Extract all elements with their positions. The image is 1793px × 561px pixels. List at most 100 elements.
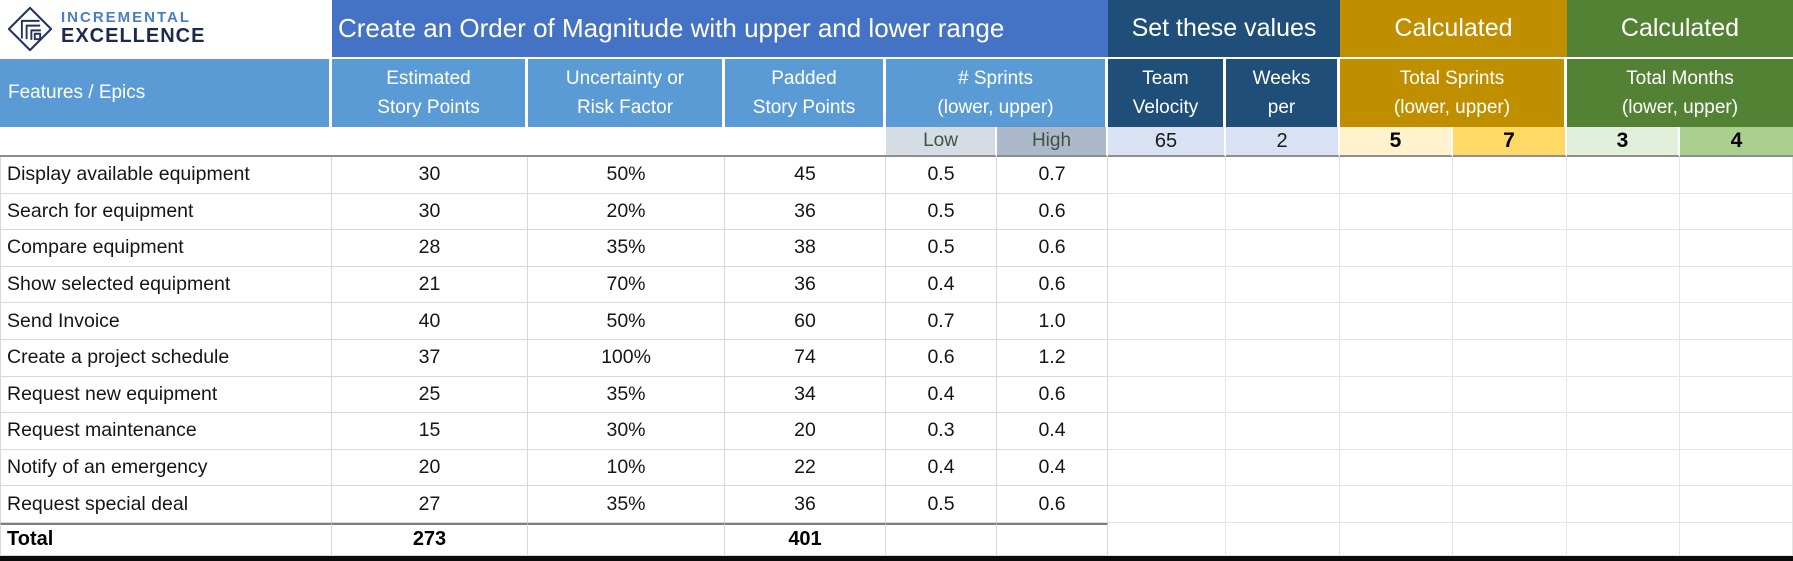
- empty-cell[interactable]: [1108, 339, 1226, 377]
- empty-cell[interactable]: [1340, 157, 1453, 194]
- empty-cell[interactable]: [1226, 486, 1340, 523]
- estimated-cell[interactable]: 40: [332, 303, 528, 340]
- sprints-low-cell[interactable]: 0.6: [886, 339, 997, 377]
- feature-cell[interactable]: Request special deal: [0, 486, 332, 523]
- sprints-high-cell[interactable]: 0.6: [997, 376, 1108, 414]
- feature-cell[interactable]: Create a project schedule: [0, 339, 332, 377]
- total-estimated-cell[interactable]: 273: [332, 522, 528, 556]
- sprints-high-cell[interactable]: 0.7: [997, 157, 1108, 194]
- empty-cell[interactable]: [1108, 486, 1226, 523]
- sprints-low-cell[interactable]: 0.5: [886, 486, 997, 523]
- total-padded-cell[interactable]: 401: [725, 522, 886, 556]
- empty-cell[interactable]: [1453, 376, 1567, 414]
- empty-cell[interactable]: [1680, 522, 1793, 556]
- empty-cell[interactable]: [1567, 522, 1680, 556]
- high-label-cell[interactable]: High: [997, 127, 1108, 157]
- empty-cell[interactable]: [1340, 339, 1453, 377]
- total-months-upper-cell[interactable]: 4: [1680, 127, 1793, 157]
- padded-cell[interactable]: 60: [725, 303, 886, 340]
- empty-cell[interactable]: [1567, 486, 1680, 523]
- total-sprints-lower-cell[interactable]: 5: [1340, 127, 1453, 157]
- estimated-cell[interactable]: 28: [332, 230, 528, 267]
- empty-cell[interactable]: [1340, 376, 1453, 414]
- sprints-low-cell[interactable]: 0.4: [886, 376, 997, 414]
- empty-cell[interactable]: [1453, 157, 1567, 194]
- uncertainty-cell[interactable]: 20%: [528, 193, 725, 231]
- sprints-low-cell[interactable]: 0.3: [886, 413, 997, 450]
- empty-cell[interactable]: [1680, 413, 1793, 450]
- estimated-cell[interactable]: 20: [332, 449, 528, 487]
- uncertainty-cell[interactable]: 35%: [528, 230, 725, 267]
- empty-cell[interactable]: [1453, 193, 1567, 231]
- sprints-low-cell[interactable]: 0.7: [886, 303, 997, 340]
- sprints-high-cell[interactable]: 0.6: [997, 193, 1108, 231]
- total-months-lower-cell[interactable]: 3: [1567, 127, 1680, 157]
- empty-cell[interactable]: [1226, 449, 1340, 487]
- feature-cell[interactable]: Notify of an emergency: [0, 449, 332, 487]
- empty-cell[interactable]: [1680, 157, 1793, 194]
- empty-cell[interactable]: [1680, 303, 1793, 340]
- padded-cell[interactable]: 22: [725, 449, 886, 487]
- estimated-cell[interactable]: 15: [332, 413, 528, 450]
- sprints-low-cell[interactable]: 0.5: [886, 230, 997, 267]
- uncertainty-cell[interactable]: 35%: [528, 486, 725, 523]
- weeks-per-sprint-value-cell[interactable]: 2: [1226, 127, 1340, 157]
- empty-cell[interactable]: [1108, 449, 1226, 487]
- empty-cell[interactable]: [1108, 193, 1226, 231]
- feature-cell[interactable]: Show selected equipment: [0, 266, 332, 304]
- empty-cell[interactable]: [1340, 449, 1453, 487]
- padded-cell[interactable]: 36: [725, 193, 886, 231]
- empty-cell[interactable]: [1340, 193, 1453, 231]
- empty-cell[interactable]: [997, 522, 1108, 556]
- empty-cell[interactable]: [886, 522, 997, 556]
- empty-cell[interactable]: [1340, 266, 1453, 304]
- empty-cell[interactable]: [1453, 303, 1567, 340]
- uncertainty-cell[interactable]: 50%: [528, 303, 725, 340]
- padded-cell[interactable]: 36: [725, 486, 886, 523]
- padded-cell[interactable]: 74: [725, 339, 886, 377]
- estimated-cell[interactable]: 21: [332, 266, 528, 304]
- team-velocity-value-cell[interactable]: 65: [1108, 127, 1226, 157]
- empty-cell[interactable]: [1680, 266, 1793, 304]
- feature-cell[interactable]: Request maintenance: [0, 413, 332, 450]
- empty-cell[interactable]: [1567, 157, 1680, 194]
- empty-cell[interactable]: [1567, 376, 1680, 414]
- empty-cell[interactable]: [1226, 413, 1340, 450]
- sprints-low-cell[interactable]: 0.4: [886, 266, 997, 304]
- uncertainty-cell[interactable]: 70%: [528, 266, 725, 304]
- empty-cell[interactable]: [1226, 230, 1340, 267]
- feature-cell[interactable]: Send Invoice: [0, 303, 332, 340]
- sprints-low-cell[interactable]: 0.5: [886, 157, 997, 194]
- empty-cell[interactable]: [1340, 413, 1453, 450]
- feature-cell[interactable]: Compare equipment: [0, 230, 332, 267]
- empty-cell[interactable]: [1567, 339, 1680, 377]
- empty-cell[interactable]: [1680, 230, 1793, 267]
- empty-cell[interactable]: [528, 522, 725, 556]
- empty-cell[interactable]: [1108, 230, 1226, 267]
- uncertainty-cell[interactable]: 100%: [528, 339, 725, 377]
- empty-cell[interactable]: [1453, 339, 1567, 377]
- empty-cell[interactable]: [1108, 157, 1226, 194]
- feature-cell[interactable]: Request new equipment: [0, 376, 332, 414]
- uncertainty-cell[interactable]: 10%: [528, 449, 725, 487]
- empty-cell[interactable]: [1567, 230, 1680, 267]
- sprints-high-cell[interactable]: 0.6: [997, 266, 1108, 304]
- empty-cell[interactable]: [1226, 303, 1340, 340]
- empty-cell[interactable]: [1680, 449, 1793, 487]
- empty-cell[interactable]: [332, 127, 528, 157]
- empty-cell[interactable]: [1453, 449, 1567, 487]
- total-sprints-upper-cell[interactable]: 7: [1453, 127, 1567, 157]
- empty-cell[interactable]: [1340, 522, 1453, 556]
- empty-cell[interactable]: [1108, 413, 1226, 450]
- empty-cell[interactable]: [1680, 486, 1793, 523]
- padded-cell[interactable]: 20: [725, 413, 886, 450]
- padded-cell[interactable]: 38: [725, 230, 886, 267]
- empty-cell[interactable]: [1226, 522, 1340, 556]
- empty-cell[interactable]: [1453, 413, 1567, 450]
- empty-cell[interactable]: [725, 127, 886, 157]
- estimated-cell[interactable]: 37: [332, 339, 528, 377]
- empty-cell[interactable]: [1567, 303, 1680, 340]
- uncertainty-cell[interactable]: 50%: [528, 157, 725, 194]
- sprints-high-cell[interactable]: 1.0: [997, 303, 1108, 340]
- uncertainty-cell[interactable]: 30%: [528, 413, 725, 450]
